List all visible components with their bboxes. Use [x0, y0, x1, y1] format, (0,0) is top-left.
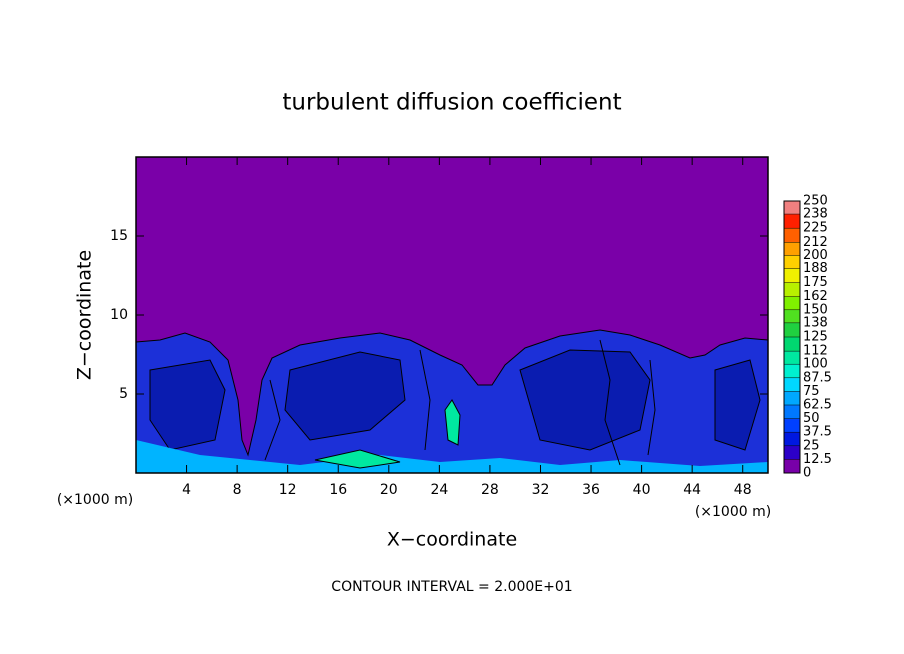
colorbar-label: 175 — [803, 275, 828, 290]
colorbar-segment — [784, 322, 800, 337]
y-tick-label: 5 — [119, 386, 128, 402]
colorbar-segment — [784, 296, 800, 310]
x-tick-label: 44 — [683, 482, 701, 498]
colorbar-segment — [784, 201, 800, 215]
colorbar-label: 87.5 — [803, 370, 832, 385]
x-unit-label: (×1000 m) — [57, 492, 133, 508]
field-region — [136, 440, 768, 473]
y-tick-label: 15 — [110, 228, 128, 244]
field — [135, 157, 769, 474]
colorbar-label: 50 — [803, 411, 820, 426]
x-axis-label: X−coordinate — [387, 529, 517, 551]
colorbar-label: 225 — [803, 221, 828, 236]
colorbar-segment — [784, 459, 800, 473]
colorbar-segment — [784, 432, 800, 446]
colorbar-segment — [784, 405, 800, 419]
colorbar-segment — [784, 214, 800, 229]
colorbar-segment — [784, 377, 800, 392]
x-tick-label: 28 — [481, 482, 499, 498]
colorbar-label: 162 — [803, 289, 828, 304]
x-tick-label: 16 — [329, 482, 347, 498]
colorbar-segment — [784, 268, 800, 283]
x-tick-label: 48 — [734, 482, 752, 498]
colorbar-label: 75 — [803, 384, 820, 399]
colorbar-label: 250 — [803, 194, 828, 209]
contour-line — [264, 339, 656, 466]
colorbar-label: 62.5 — [803, 398, 832, 413]
x-tick-label: 36 — [582, 482, 600, 498]
colorbar-segment — [784, 364, 800, 378]
colorbar-label: 238 — [803, 207, 828, 222]
x-tick-label: 40 — [633, 482, 651, 498]
field-region — [314, 399, 461, 469]
colorbar-segment — [784, 391, 800, 405]
colorbar-segment — [784, 337, 800, 352]
colorbar-segment — [784, 418, 800, 433]
colorbar-label: 37.5 — [803, 425, 832, 440]
x-tick-label: 20 — [380, 482, 398, 498]
chart-title: turbulent diffusion coefficient — [282, 90, 621, 116]
field-region — [149, 349, 761, 451]
colorbar-label: 138 — [803, 315, 828, 330]
colorbar-label: 112 — [803, 344, 828, 359]
colorbar-label: 12.5 — [803, 452, 832, 467]
colorbar-label: 200 — [803, 248, 828, 263]
colorbar-label: 25 — [803, 438, 820, 453]
y-axis-label: Z−coordinate — [74, 250, 96, 380]
x-tick-label: 32 — [532, 482, 550, 498]
colorbar-label: 188 — [803, 261, 828, 276]
colorbar-segment — [784, 228, 800, 243]
x-tick-label: 4 — [182, 482, 191, 498]
y-tick-label: 10 — [110, 307, 128, 323]
colorbar-segment — [784, 309, 800, 323]
x-tick-label: 8 — [233, 482, 242, 498]
x-unit-label: (×1000 m) — [695, 504, 771, 520]
x-tick-label: 24 — [430, 482, 448, 498]
x-tick-label: 12 — [279, 482, 297, 498]
colorbar-label: 212 — [803, 235, 828, 250]
colorbar-label: 0 — [803, 466, 811, 481]
annotation: CONTOUR INTERVAL = 2.000E+01 — [331, 579, 572, 595]
colorbar-segment — [784, 242, 800, 256]
colorbar-label: 100 — [803, 357, 828, 372]
colorbar-segment — [784, 445, 800, 460]
colorbar-label: 150 — [803, 302, 828, 317]
colorbar-label: 125 — [803, 330, 828, 345]
colorbar-segment — [784, 255, 800, 269]
colorbar-segment — [784, 282, 800, 297]
colorbar-segment — [784, 351, 800, 365]
